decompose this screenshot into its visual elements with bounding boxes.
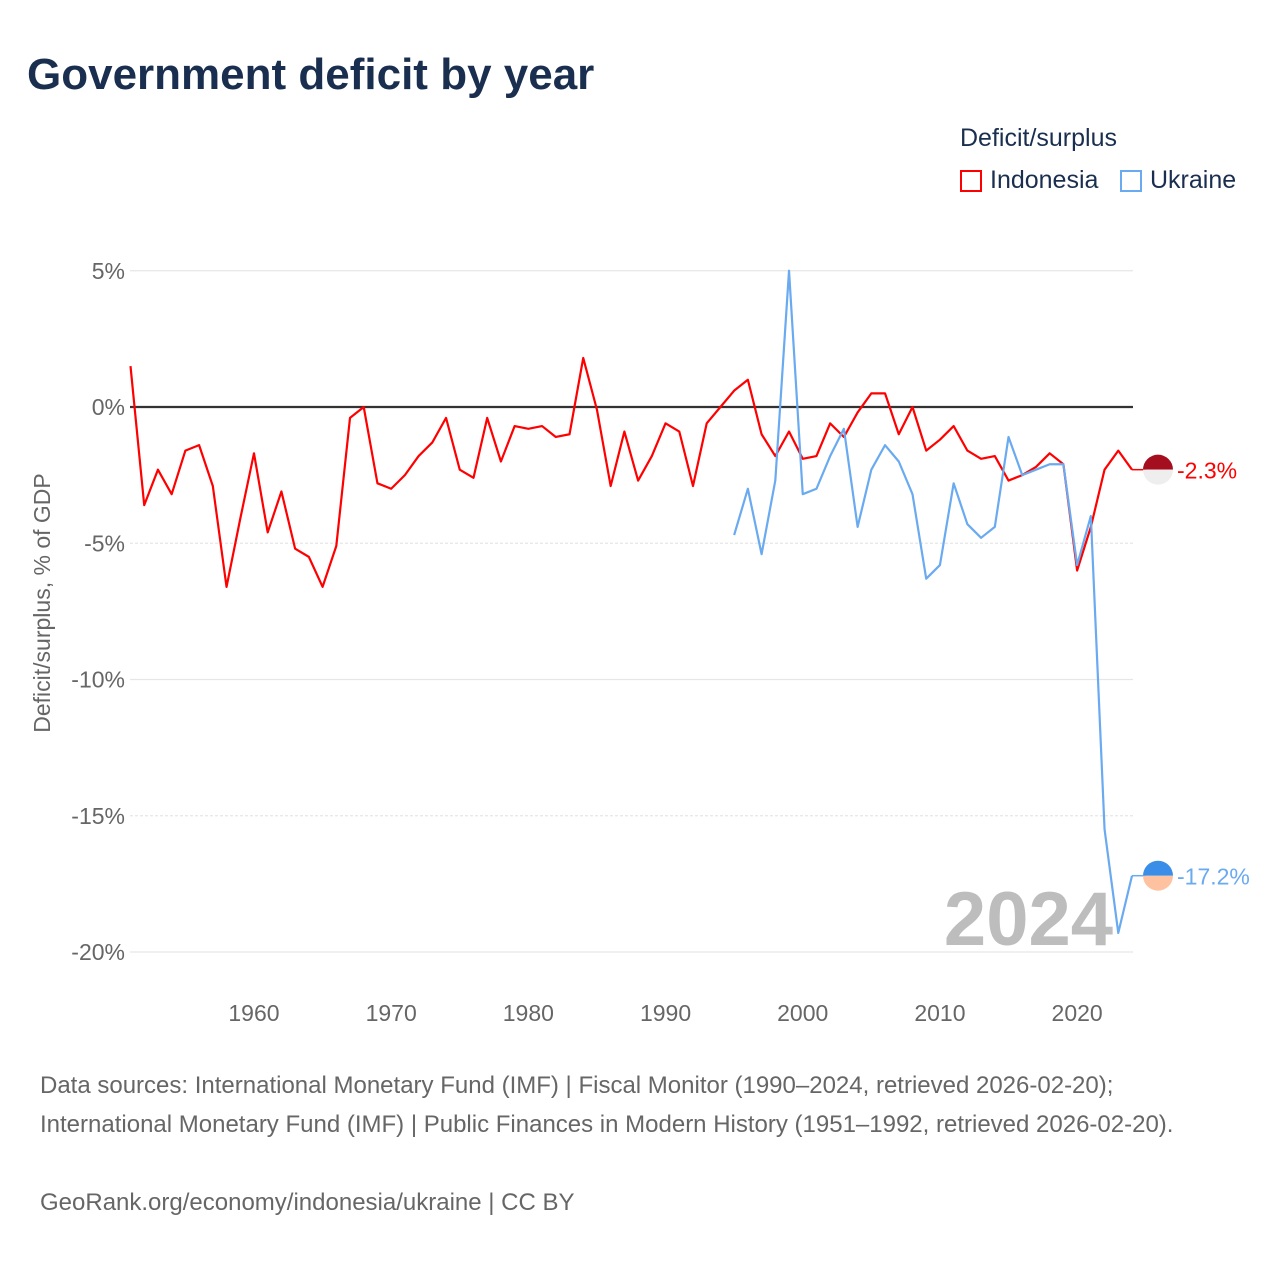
chart-title: Government deficit by year [27,50,595,99]
legend-label: Ukraine [1150,166,1237,194]
flag-icon-bottom [1143,875,1173,891]
legend-label: Indonesia [990,166,1099,194]
x-tick-label: 1980 [503,1000,554,1026]
x-tick-label: 1960 [228,1000,279,1026]
x-tick-label: 2010 [914,1000,965,1026]
y-tick-label: 5% [92,258,125,284]
y-tick-label: -15% [71,803,125,829]
x-tick-label: 2020 [1052,1000,1103,1026]
y-tick-label: -20% [71,939,125,965]
x-tick-label: 2000 [777,1000,828,1026]
series-line-indonesia [129,356,1133,588]
legend-item-indonesia[interactable]: Indonesia [960,166,1098,195]
flag-icon-top [1143,860,1173,876]
y-axis-label: Deficit/surplus, % of GDP [29,473,55,732]
y-tick-label: -10% [71,667,125,693]
x-tick-label: 1970 [366,1000,417,1026]
y-tick-label: -5% [84,530,125,556]
credit-link[interactable]: GeoRank.org/economy/indonesia/ukraine | … [40,1189,575,1216]
series-line-ukraine [733,269,1134,935]
flag-icon-top [1143,454,1173,470]
line-chart: 5% 0% -5% -10% -15% -20% 1960 1970 1980 1990 2000 2… [29,258,1250,1026]
legend-item-ukraine[interactable]: Ukraine [1120,166,1236,195]
legend-swatch-ukraine [1120,169,1142,192]
x-tick-label: 1990 [640,1000,691,1026]
end-value-label: -17.2% [1177,864,1250,890]
legend-swatch-indonesia [960,169,982,192]
y-tick-label: 0% [92,394,125,420]
legend-title: Deficit/surplus [960,124,1117,152]
end-value-label: -2.3% [1177,458,1237,484]
year-label: 2024 [944,877,1113,962]
flag-icon-bottom [1143,469,1173,485]
data-sources: Data sources: International Monetary Fun… [40,1072,1174,1138]
